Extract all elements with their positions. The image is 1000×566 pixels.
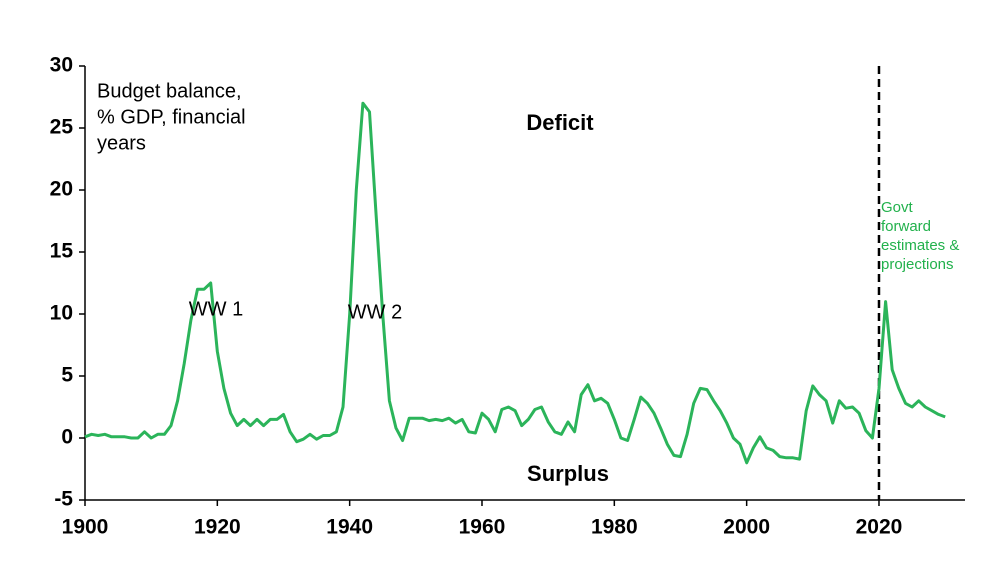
ww2-label: WW 2 <box>348 301 402 323</box>
y-tick-label: -5 <box>54 488 73 511</box>
label-text: Budget balance, <box>97 80 242 102</box>
x-tick-label: 1960 <box>459 516 506 539</box>
y-tick-label: 30 <box>50 54 73 77</box>
forward-text: projections <box>881 256 954 273</box>
x-tick-label: 2020 <box>856 516 903 539</box>
x-tick-label: 1900 <box>62 516 109 539</box>
balance-line <box>84 101 946 465</box>
ww1-label: WW 1 <box>189 298 243 320</box>
forward-text: forward <box>881 218 931 235</box>
x-tick-label: 1980 <box>591 516 638 539</box>
y-tick-label: 10 <box>50 302 73 325</box>
x-tick-label: 2000 <box>723 516 770 539</box>
label-text: years <box>97 132 146 154</box>
x-tick-label: 1940 <box>326 516 373 539</box>
forward-text: Govt <box>881 199 914 216</box>
x-tick-label: 1920 <box>194 516 241 539</box>
y-tick-label: 25 <box>50 116 74 139</box>
y-tick-label: 20 <box>50 178 73 201</box>
y-tick-label: 15 <box>50 240 74 263</box>
deficit-label: Deficit <box>526 110 594 135</box>
surplus-label: Surplus <box>527 461 609 486</box>
y-tick-label: 5 <box>61 364 73 387</box>
label-text: % GDP, financial <box>97 106 246 128</box>
y-tick-label: 0 <box>61 426 73 449</box>
forward-text: estimates & <box>881 237 959 254</box>
